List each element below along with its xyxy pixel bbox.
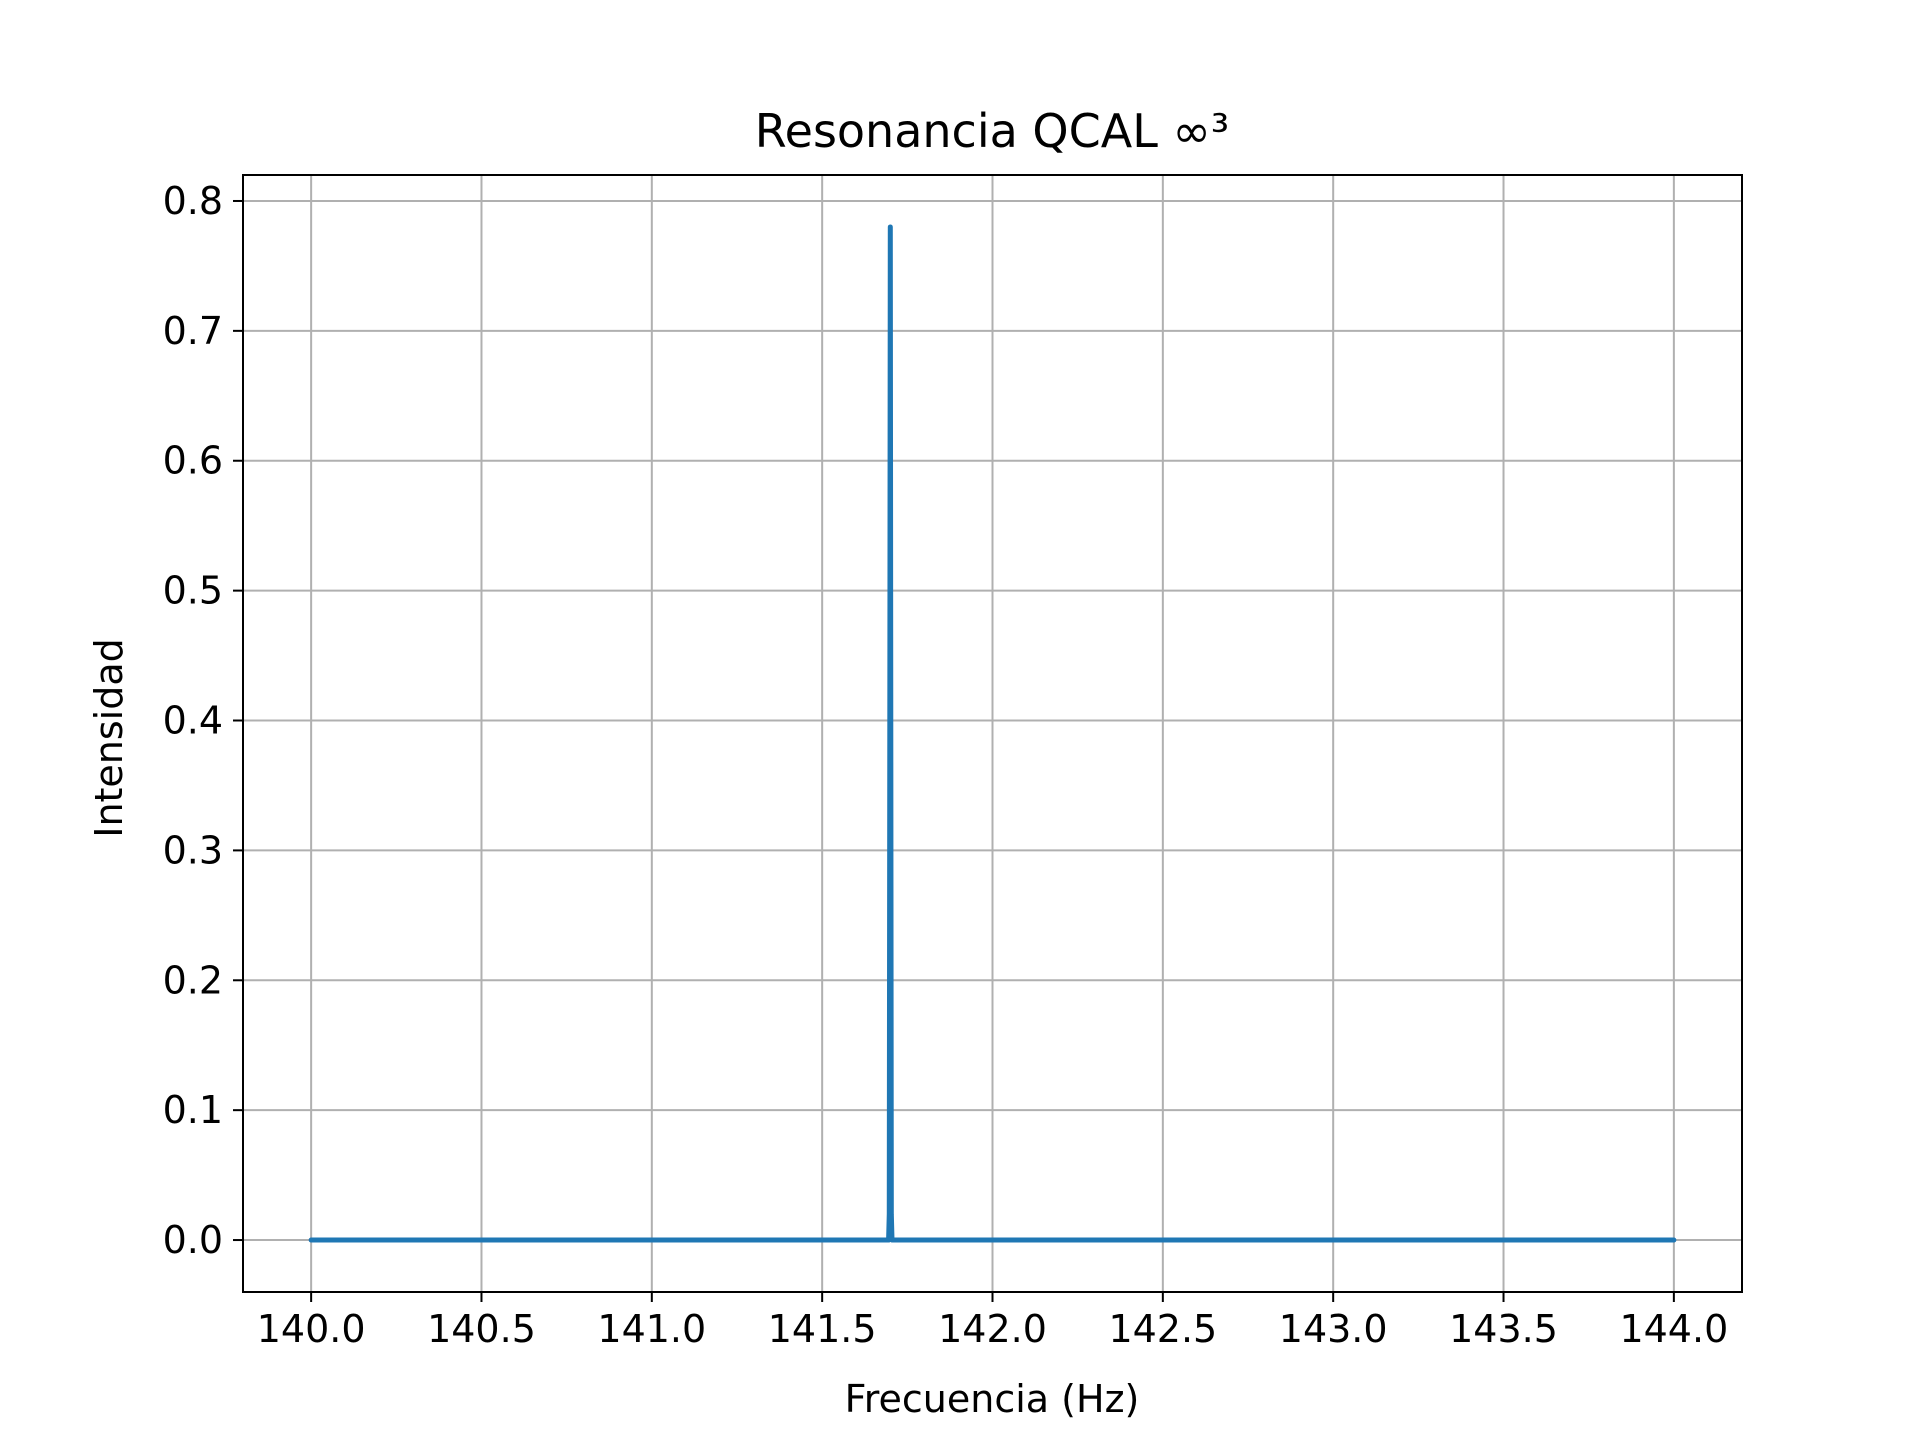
y-tick-label: 0.3 [163, 828, 223, 872]
x-tick-label: 143.0 [1279, 1307, 1388, 1351]
y-tick-label: 0.4 [163, 699, 223, 743]
series-layer [308, 224, 1677, 1243]
x-tick-label: 142.5 [1108, 1307, 1217, 1351]
y-tick-label: 0.1 [163, 1088, 223, 1132]
x-axis-ticks: 140.0 140.5 141.0 141.5 142.0 142.5 143.0 143.5… [257, 1292, 1728, 1351]
x-tick-label: 140.0 [257, 1307, 366, 1351]
y-tick-label: 0.7 [163, 309, 223, 353]
x-tick-label: 144.0 [1619, 1307, 1728, 1351]
chart-title: Resonancia QCAL ∞³ [755, 104, 1230, 158]
x-tick-label: 140.5 [427, 1307, 536, 1351]
x-tick-label: 143.5 [1449, 1307, 1558, 1351]
x-axis-label: Frecuencia (Hz) [845, 1377, 1140, 1421]
x-tick-label: 141.0 [597, 1307, 706, 1351]
y-tick-label: 0.0 [163, 1218, 223, 1262]
y-axis-label: Intensidad [87, 638, 131, 838]
series-line [308, 224, 1677, 1243]
y-tick-label: 0.5 [163, 569, 223, 613]
y-tick-label: 0.2 [163, 958, 223, 1002]
y-axis-ticks: 0.0 0.1 0.2 0.3 0.4 0.5 0.6 0.7 0.8 [163, 179, 243, 1262]
y-tick-label: 0.6 [163, 439, 223, 483]
x-tick-label: 141.5 [768, 1307, 877, 1351]
x-tick-label: 142.0 [938, 1307, 1047, 1351]
y-tick-label: 0.8 [163, 179, 223, 223]
